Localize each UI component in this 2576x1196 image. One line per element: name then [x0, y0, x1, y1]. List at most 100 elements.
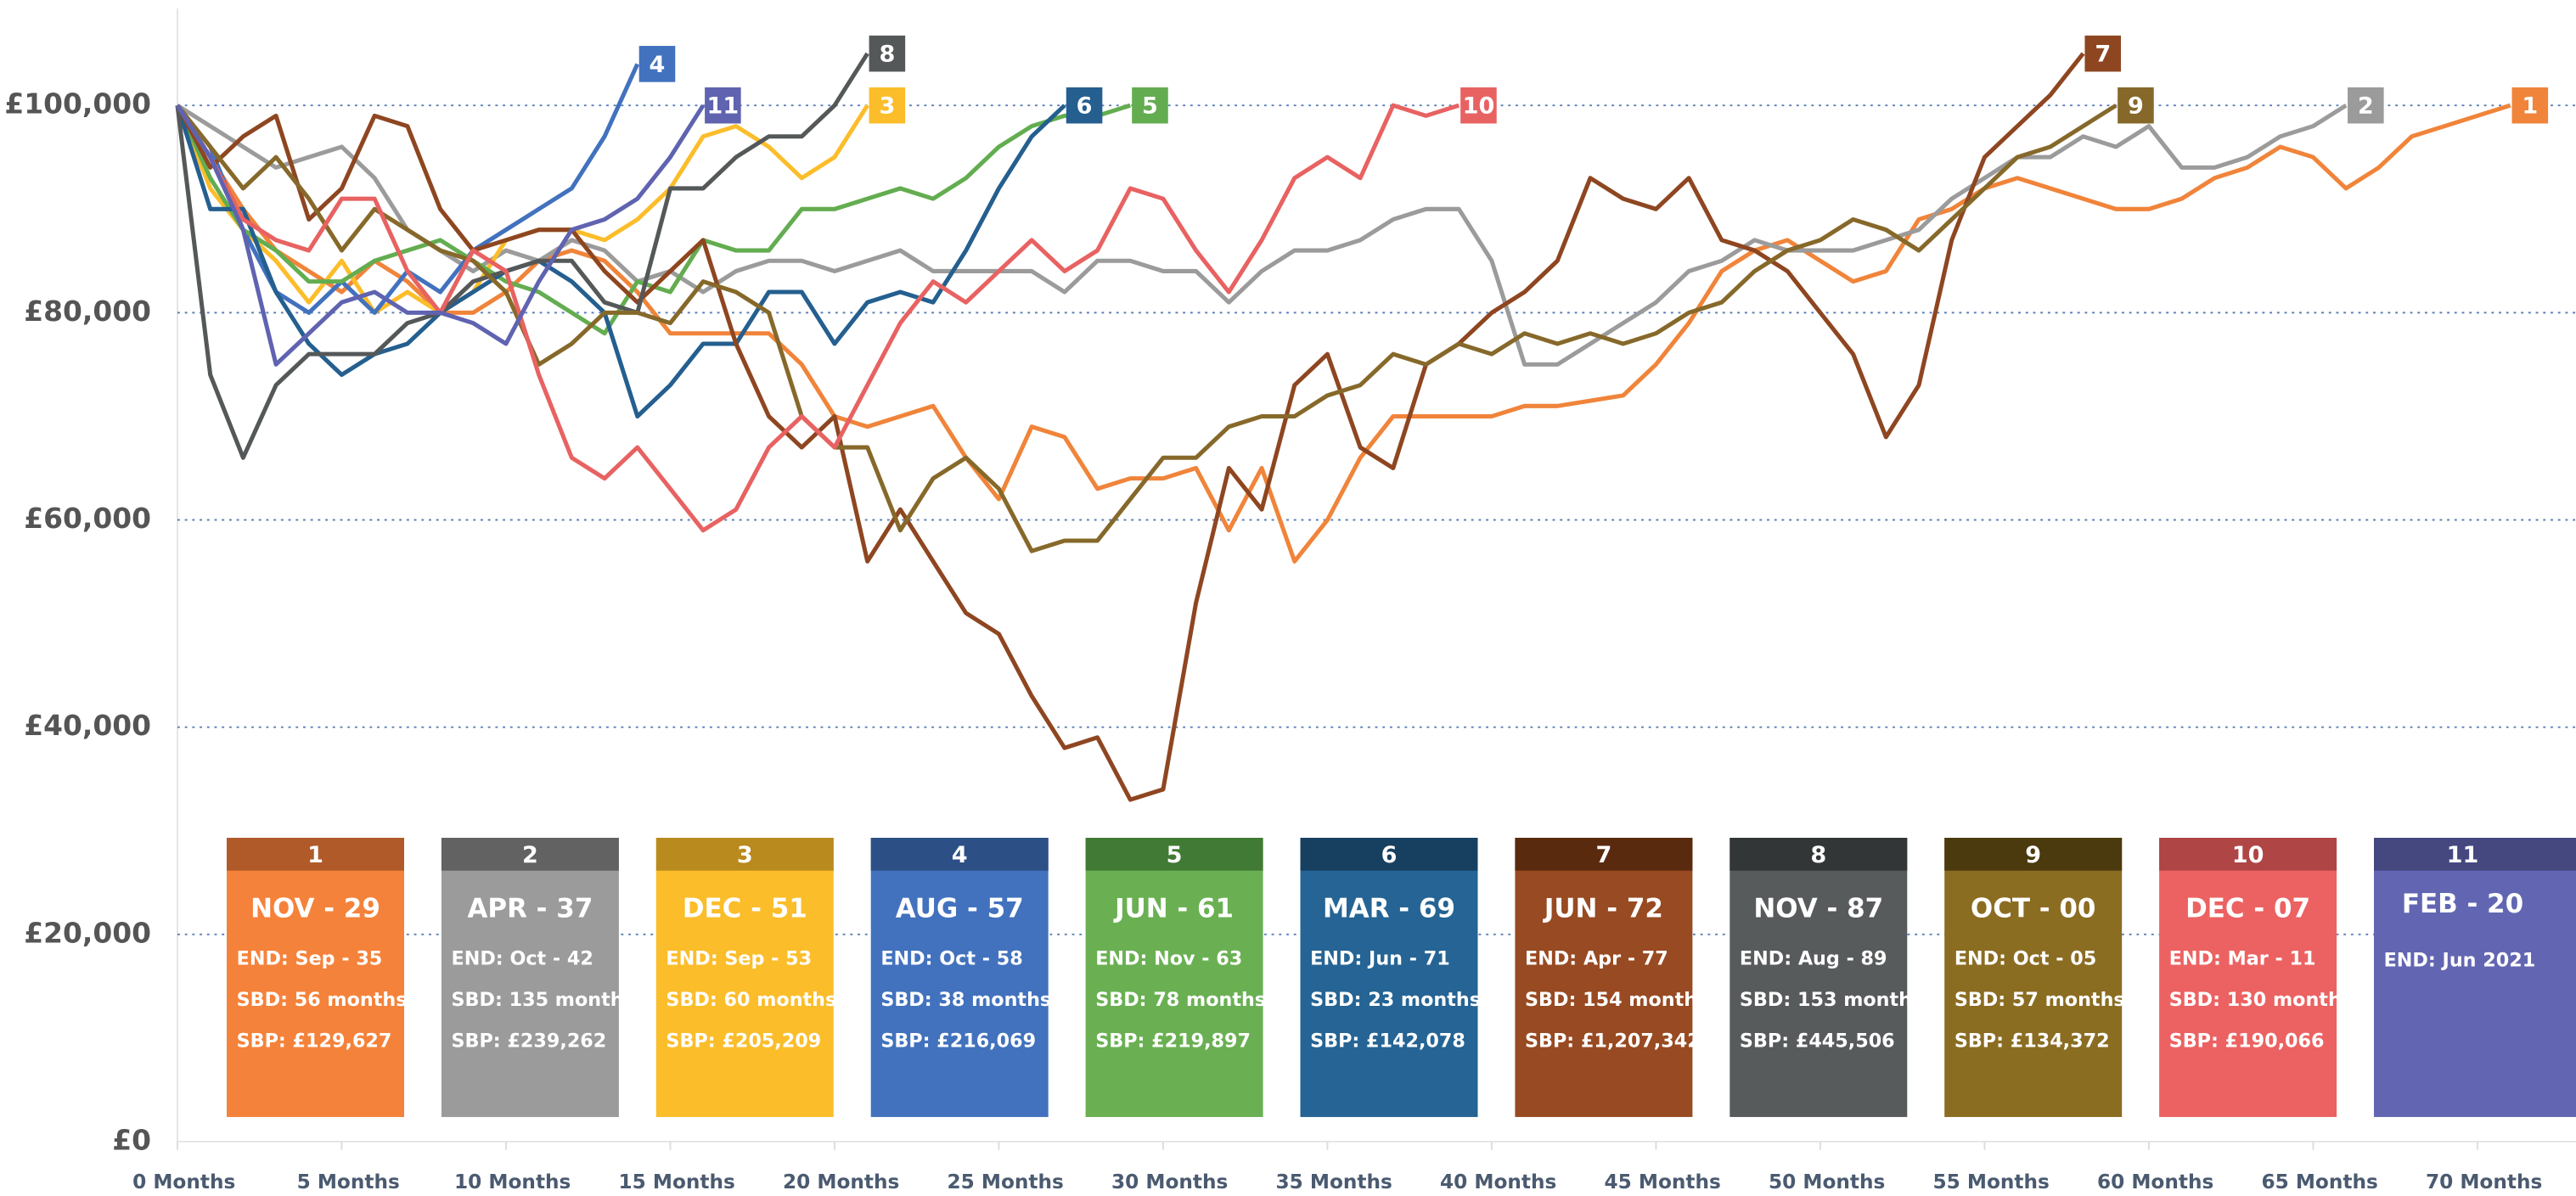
- card-title: DEC - 07: [2185, 894, 2310, 924]
- x-tick-label: 10 Months: [454, 1171, 571, 1193]
- end-label: 10: [1463, 93, 1495, 120]
- card-header: [441, 838, 619, 871]
- series-line: [175, 52, 869, 460]
- end-label-box: [869, 87, 906, 124]
- card-header: [1730, 838, 1908, 871]
- card-header: [1944, 838, 2123, 871]
- card-line: END: Jun 2021: [2384, 950, 2536, 972]
- x-tick-label: 40 Months: [1440, 1171, 1556, 1193]
- end-label: 1: [2522, 93, 2538, 120]
- card-line: SBP: £239,262: [452, 1030, 607, 1052]
- card-line: SBP: £129,627: [237, 1030, 392, 1052]
- card-line: SBP: £216,069: [880, 1030, 1036, 1052]
- card-number: 2: [522, 842, 538, 868]
- card-title: OCT - 00: [1971, 894, 2096, 924]
- card-title: JUN - 61: [1113, 894, 1234, 924]
- end-label-box: [638, 46, 676, 82]
- end-label-box: [705, 87, 741, 124]
- card-title: MAR - 69: [1323, 894, 1455, 924]
- card-line: END: Mar - 11: [2169, 948, 2316, 970]
- card: [1944, 838, 2123, 1117]
- x-tick-label: 25 Months: [948, 1171, 1064, 1193]
- card-title: NOV - 29: [250, 894, 380, 924]
- card: [1300, 838, 1478, 1117]
- card: [870, 838, 1049, 1117]
- end-label-box: [1460, 87, 1497, 124]
- card-title: JUN - 72: [1543, 894, 1663, 924]
- x-tick-label: 5 Months: [297, 1171, 400, 1193]
- end-label-box: [869, 35, 906, 72]
- card-line: END: Nov - 63: [1095, 948, 1242, 970]
- series-line: [176, 104, 2118, 553]
- card-line: SBP: £1,207,342: [1525, 1030, 1701, 1052]
- card-line: END: Apr - 77: [1525, 948, 1668, 970]
- card: [2159, 838, 2337, 1117]
- card-line: END: Sep - 53: [666, 948, 812, 970]
- card-line: SBD: 60 months: [666, 989, 836, 1011]
- card-number: 4: [952, 842, 968, 868]
- card-line: SBP: £205,209: [666, 1030, 821, 1052]
- card: [2374, 838, 2576, 1117]
- x-tick-label: 50 Months: [1769, 1171, 1885, 1193]
- x-tick-label: 20 Months: [783, 1171, 899, 1193]
- end-label-box: [2084, 35, 2122, 72]
- series-line: [176, 104, 2348, 367]
- x-tick-label: 45 Months: [1604, 1171, 1720, 1193]
- card-line: SBP: £142,078: [1310, 1030, 1465, 1052]
- card-title: DEC - 51: [683, 894, 807, 924]
- card-number: 10: [2232, 842, 2264, 868]
- end-label: 9: [2128, 93, 2144, 120]
- card-line: SBP: £219,897: [1095, 1030, 1251, 1052]
- x-tick-label: 65 Months: [2261, 1171, 2377, 1193]
- card-header: [655, 838, 834, 871]
- card-title: FEB - 20: [2402, 889, 2523, 919]
- card-line: SBD: 135 months: [452, 989, 635, 1011]
- card-line: SBD: 56 months: [237, 989, 408, 1011]
- card-line: SBD: 153 months: [1740, 989, 1923, 1011]
- end-label-box: [1132, 87, 1168, 124]
- y-tick-label: £0: [112, 1123, 151, 1156]
- card-line: SBD: 38 months: [880, 989, 1051, 1011]
- card-header: [2374, 838, 2576, 871]
- card-header: [1085, 838, 1263, 871]
- card-line: SBP: £134,372: [1954, 1030, 2110, 1052]
- end-label: 6: [1077, 93, 1093, 120]
- x-tick-label: 60 Months: [2097, 1171, 2213, 1193]
- card-number: 3: [737, 842, 753, 868]
- end-label-box: [2118, 87, 2154, 124]
- end-label: 4: [650, 52, 666, 78]
- card-number: 11: [2447, 842, 2479, 868]
- card: [655, 838, 834, 1117]
- end-label: 2: [2358, 93, 2374, 120]
- card-line: SBD: 23 months: [1310, 989, 1481, 1011]
- card: [1515, 838, 1693, 1117]
- end-label: 11: [707, 93, 740, 120]
- card-header: [1300, 838, 1478, 871]
- card-title: APR - 37: [467, 894, 593, 924]
- y-tick-label: £80,000: [24, 295, 151, 328]
- end-label: 7: [2095, 42, 2111, 68]
- card-line: SBD: 130 months: [2169, 989, 2353, 1011]
- end-label-box: [2348, 87, 2384, 124]
- series-line: [175, 103, 2511, 564]
- card-line: END: Oct - 05: [1954, 948, 2096, 970]
- y-tick-label: £40,000: [24, 709, 151, 742]
- x-tick-label: 55 Months: [1932, 1171, 2049, 1193]
- x-tick-label: 35 Months: [1276, 1171, 1392, 1193]
- card-line: END: Aug - 89: [1740, 948, 1887, 970]
- card-number: 6: [1381, 842, 1398, 868]
- card-line: SBP: £190,066: [2169, 1030, 2325, 1052]
- x-tick-label: 15 Months: [619, 1171, 735, 1193]
- card-title: AUG - 57: [896, 894, 1024, 924]
- card-title: NOV - 87: [1753, 894, 1883, 924]
- end-label: 5: [1142, 93, 1158, 120]
- x-tick-label: 70 Months: [2426, 1171, 2542, 1193]
- card-number: 5: [1167, 842, 1183, 868]
- card-header: [870, 838, 1049, 871]
- card-line: END: Sep - 35: [237, 948, 383, 970]
- card-line: END: Jun - 71: [1310, 948, 1450, 970]
- card: [227, 838, 404, 1117]
- card-line: SBD: 78 months: [1095, 989, 1266, 1011]
- card-header: [2159, 838, 2337, 871]
